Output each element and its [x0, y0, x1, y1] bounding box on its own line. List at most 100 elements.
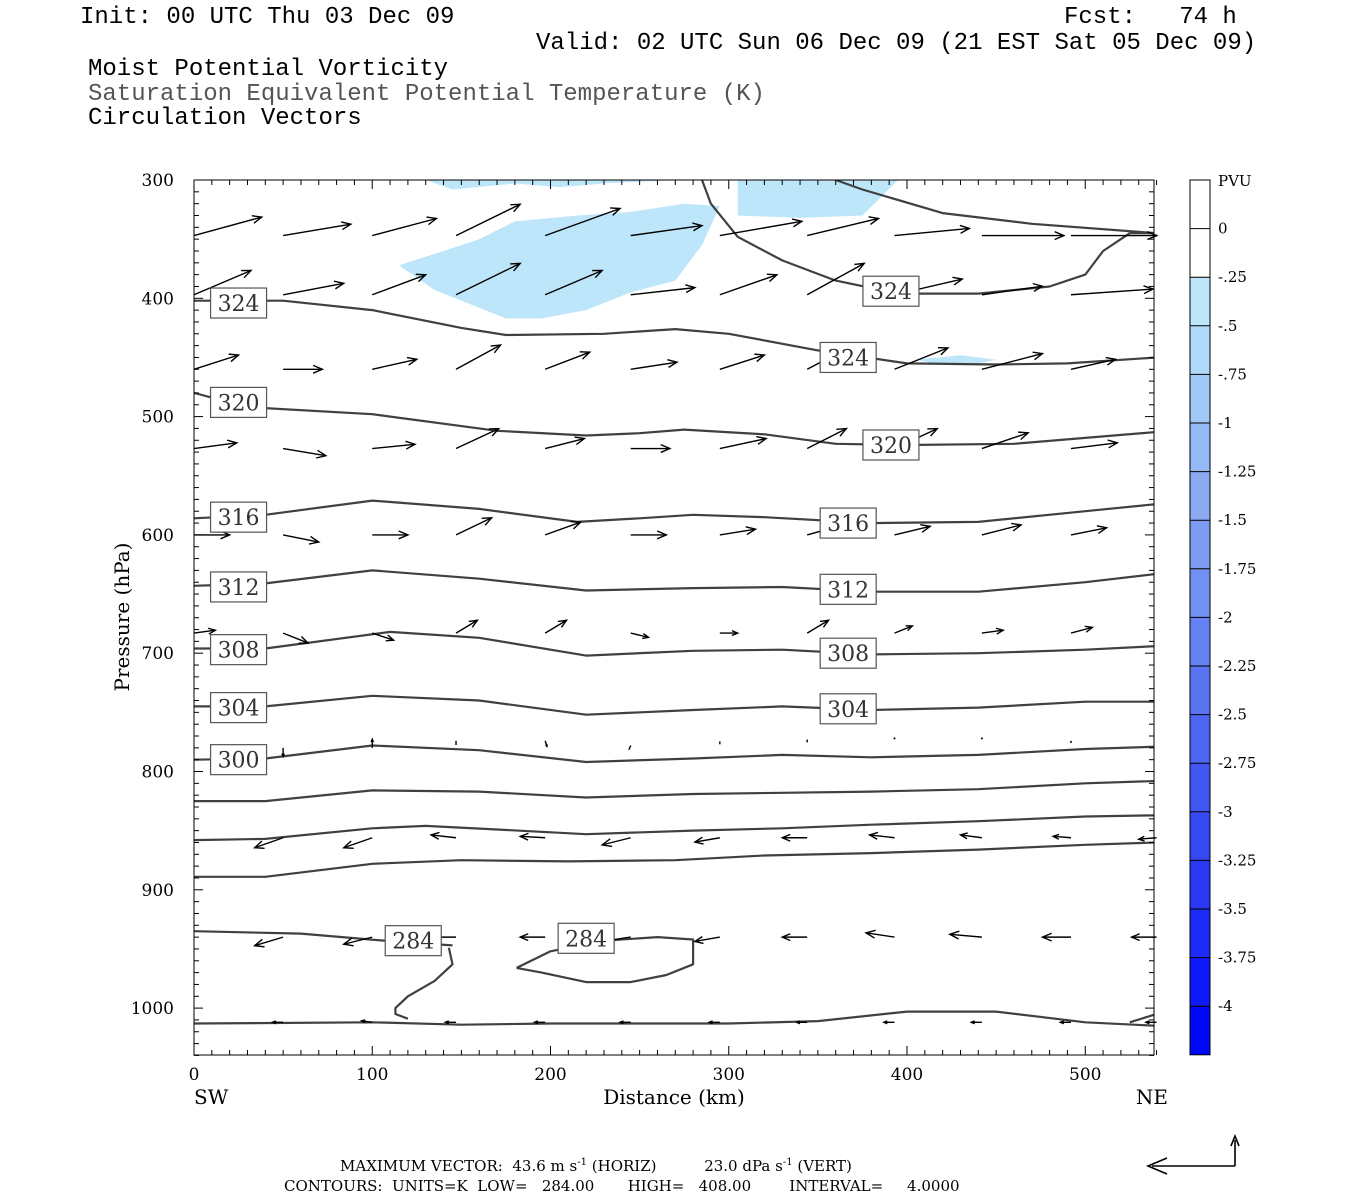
circulation-vector: [780, 933, 808, 942]
contour-label-box: [209, 692, 268, 724]
colorbar-swatch: [1190, 520, 1210, 569]
vector-head: [766, 273, 779, 283]
circulation-vector: [807, 216, 881, 237]
vector-head: [406, 356, 419, 366]
circulation-vector: [1070, 625, 1095, 634]
vector-head: [228, 353, 241, 363]
vector-shaft: [806, 262, 865, 296]
vector-head: [510, 262, 522, 272]
vector-shaft: [1070, 527, 1107, 536]
colorbar-swatch: [1190, 714, 1210, 764]
vector-shaft: [894, 625, 913, 634]
x-start-label: SW: [194, 1085, 229, 1109]
contour-label-box: [819, 507, 877, 539]
circulation-vector: [1069, 740, 1072, 743]
vector-head: [836, 427, 848, 437]
contour-label-box: [384, 925, 442, 957]
circulation-vector: [193, 215, 264, 237]
circulation-vector: [1070, 356, 1118, 370]
circulation-vector: [630, 359, 679, 370]
vector-shaft: [372, 358, 417, 370]
contour-line-16: [1129, 1013, 1154, 1024]
vector-head: [251, 215, 264, 224]
colorbar-label: -4: [1218, 997, 1233, 1015]
vector-shaft: [630, 361, 678, 370]
max-horiz-value: 43.6 m s: [512, 1157, 578, 1175]
contour-label: 304: [819, 693, 877, 725]
circulation-vector: [429, 831, 457, 840]
circulation-vector: [630, 632, 651, 640]
circulation-vector: [947, 930, 982, 940]
colorbar-swatch: [1190, 568, 1210, 618]
vector-shaft: [719, 220, 802, 237]
contour-label: 316: [819, 507, 877, 539]
vector-head: [780, 933, 791, 942]
colorbar-swatch: [1190, 617, 1210, 666]
circulation-vector: [1070, 525, 1109, 536]
circulation-vector: [252, 936, 284, 948]
vector-shaft: [806, 619, 829, 634]
x-tick-label: 400: [891, 1065, 923, 1085]
circulation-vector: [1070, 439, 1120, 450]
contour-label: 304: [209, 692, 268, 724]
vector-head: [868, 216, 881, 225]
contour-label-text: 316: [218, 506, 260, 531]
vector-shaft: [894, 525, 931, 536]
vector-shaft: [282, 534, 319, 543]
vector-head: [1058, 1020, 1065, 1025]
vector-shaft: [719, 274, 778, 296]
vector-shaft: [630, 286, 695, 296]
circulation-vector: [794, 1020, 808, 1025]
y-tick-label: 500: [142, 408, 174, 428]
colorbar-label: -2.5: [1218, 706, 1247, 724]
y-tick-label: 400: [142, 289, 174, 309]
vector-head: [252, 840, 265, 850]
circulation-vectors: [193, 203, 1159, 1025]
circulation-vector: [806, 427, 848, 450]
vector-shaft: [455, 619, 478, 634]
contour-label-box: [557, 922, 615, 954]
vector-shaft: [193, 442, 237, 450]
vector-head: [937, 346, 950, 356]
vector-shaft: [894, 347, 949, 370]
y-tick-label: 300: [142, 171, 174, 191]
vector-shaft: [283, 447, 327, 457]
vector-head: [370, 737, 375, 743]
vector-head: [693, 936, 704, 945]
colorbar-swatch: [1190, 423, 1210, 472]
contour-label: 300: [209, 744, 268, 776]
vector-shaft: [544, 269, 603, 296]
circulation-vector: [282, 632, 310, 644]
y-tick-label: 800: [142, 763, 174, 783]
colorbar-label: -3: [1218, 803, 1233, 821]
circulation-vector: [958, 832, 982, 840]
contour-line-10: [194, 814, 1154, 842]
circulation-vector: [193, 353, 241, 370]
vector-head: [518, 832, 529, 841]
vector-shaft: [544, 437, 585, 450]
vector-head: [600, 838, 613, 848]
contour-label-box: [209, 386, 268, 419]
vector-head: [426, 216, 439, 226]
colorbar-label: -2: [1218, 608, 1233, 626]
circulation-vector: [544, 520, 583, 536]
vector-head: [667, 359, 679, 368]
vector-shaft: [372, 632, 394, 641]
vector-head: [927, 427, 939, 437]
mpv-region-3: [915, 355, 997, 364]
pv-colorbar: 0 -.25 -.5 -.75 -1 -1.25 -1.5 -1.75 -2 -2.25 -2.5 -…: [1189, 179, 1256, 1056]
vector-head: [308, 535, 321, 545]
vector-head: [557, 619, 569, 628]
vector-head: [488, 427, 501, 437]
vector-head: [316, 449, 328, 459]
colorbar-label: -2.25: [1218, 657, 1256, 675]
valid-time: Valid: 02 UTC Sun 06 Dec 09 (21 EST Sat …: [536, 30, 1257, 57]
vector-head: [882, 1020, 888, 1025]
vector-head: [952, 276, 965, 286]
colorbar-swatch: [1190, 811, 1210, 861]
colorbar-swatch: [1190, 471, 1210, 521]
circulation-vector: [894, 346, 950, 370]
contour-label: 324: [819, 341, 877, 374]
contour-label-box: [209, 571, 268, 603]
vector-head: [791, 218, 804, 228]
